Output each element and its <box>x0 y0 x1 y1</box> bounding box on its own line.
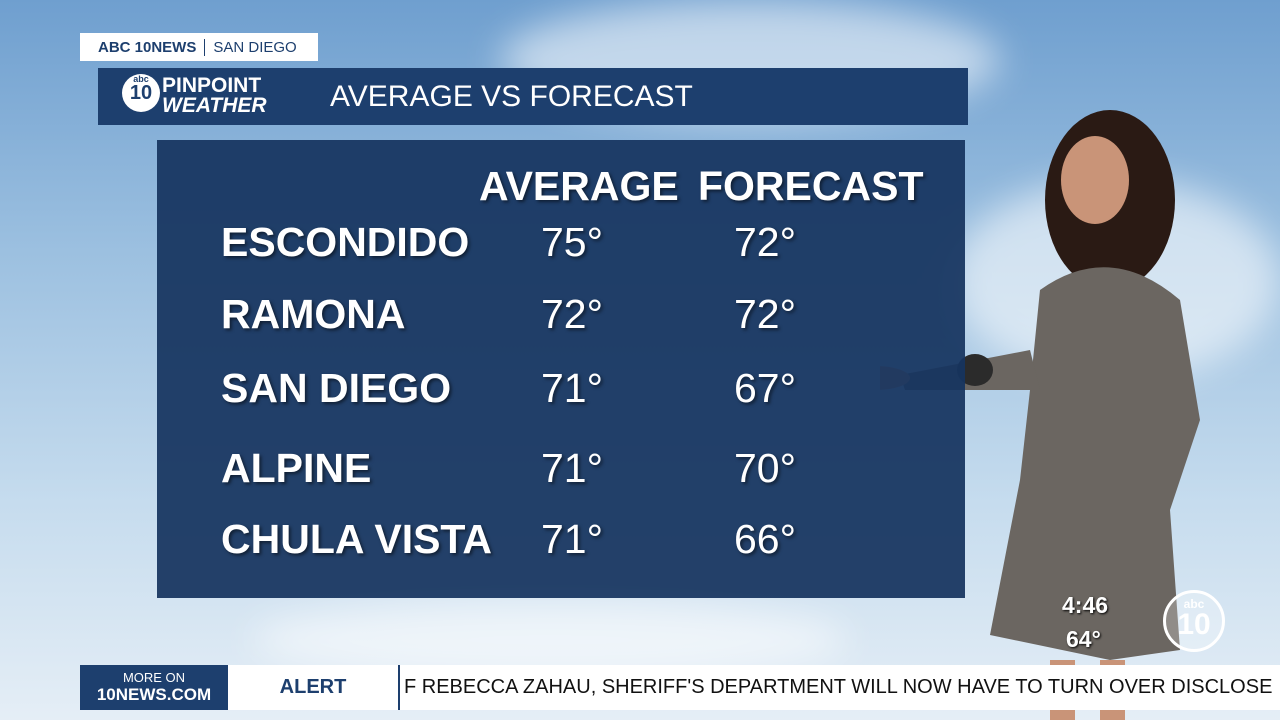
table-panel: AVERAGE FORECAST <box>157 140 965 598</box>
more-top: MORE ON <box>122 670 186 685</box>
temperature-cell: 66° <box>734 516 797 562</box>
logo-text: PINPOINT WEATHER <box>162 74 267 117</box>
column-header: FORECAST <box>698 163 924 209</box>
city-name: ESCONDIDO <box>221 219 470 265</box>
temperature-cell: 72° <box>541 291 604 337</box>
temperature-cell: 72° <box>734 219 797 265</box>
temperature-cell: 75° <box>541 219 604 265</box>
brand-tag: ABC 10NEWS SAN DIEGO <box>80 33 318 61</box>
ticker-text: F REBECCA ZAHAU, SHERIFF'S DEPARTMENT WI… <box>400 665 1280 710</box>
more-bottom: 10NEWS.COM <box>96 685 212 704</box>
logo-top: PINPOINT <box>162 74 262 97</box>
bug-network: abc <box>1183 597 1205 611</box>
clock: 4:46 <box>1062 592 1109 618</box>
temperature-cell: 67° <box>734 365 797 411</box>
location: SAN DIEGO <box>213 38 297 56</box>
city-name: RAMONA <box>221 291 406 337</box>
title-bar: abc 10 PINPOINT WEATHER AVERAGE VS FOREC… <box>98 68 968 125</box>
bug-number: 10 <box>1177 608 1211 641</box>
title: AVERAGE VS FORECAST <box>330 80 693 113</box>
more-box: MORE ON 10NEWS.COM <box>80 665 228 710</box>
logo: abc 10 <box>122 74 160 112</box>
logo-bottom: WEATHER <box>162 94 267 117</box>
temperature-cell: 72° <box>734 291 797 337</box>
ticker-label: ALERT <box>228 665 400 710</box>
logo-number: 10 <box>129 82 153 104</box>
column-header: AVERAGE <box>479 163 679 209</box>
temperature-cell: 71° <box>541 516 604 562</box>
city-name: CHULA VISTA <box>221 516 493 562</box>
temperature-cell: 70° <box>734 445 797 491</box>
city-name: SAN DIEGO <box>221 365 452 411</box>
temperature-cell: 71° <box>541 365 604 411</box>
city-name: ALPINE <box>221 445 372 491</box>
temperature: 64° <box>1066 626 1101 652</box>
logo-network: abc <box>133 74 149 84</box>
temperature-cell: 71° <box>541 445 604 491</box>
station: ABC 10NEWS <box>80 38 206 56</box>
station-bug: abc 10 <box>1163 590 1225 652</box>
